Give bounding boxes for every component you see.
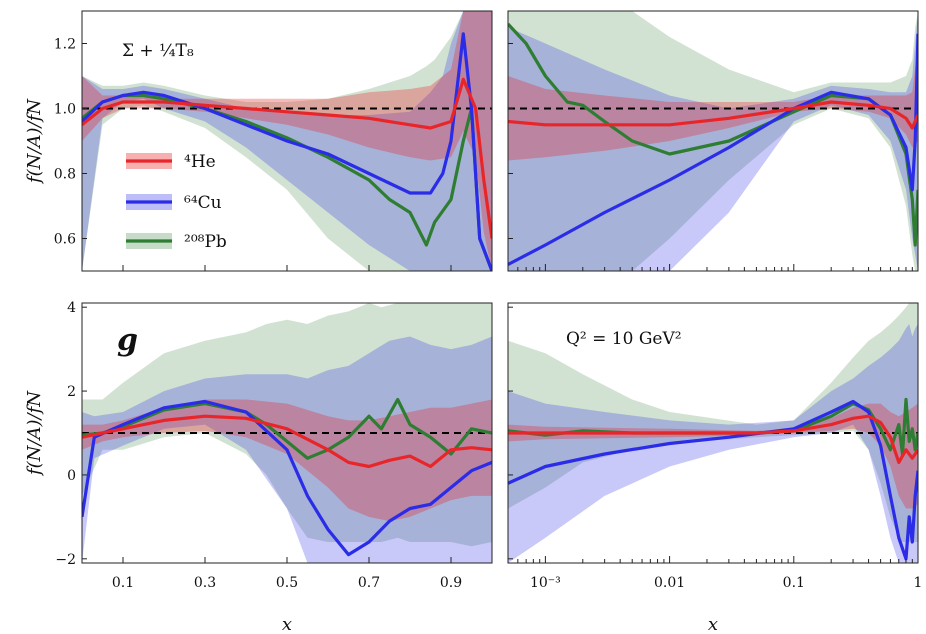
band-0 <box>508 403 918 509</box>
y-tick-label: 0.6 <box>54 232 76 248</box>
panel-label: Q² = 10 GeV² <box>566 329 682 349</box>
band-2 <box>508 11 918 271</box>
x-axis-label: x <box>282 614 292 634</box>
band-0 <box>82 11 492 271</box>
legend-label: ⁶⁴Cu <box>184 193 222 213</box>
panel-frame <box>507 302 919 564</box>
y-axis-label: f(N/A)/fN <box>24 98 45 185</box>
panel-top-right <box>507 10 919 272</box>
series-line-0 <box>82 77 492 239</box>
x-tick-label: 10⁻³ <box>530 575 561 591</box>
legend-label: ⁴He <box>184 152 216 172</box>
series-line-1 <box>82 399 492 557</box>
x-tick-label: 0.1 <box>783 575 805 591</box>
y-tick-label: 1.0 <box>54 102 76 118</box>
panel-bottom-right: 10⁻³ 0.01 0.1 1 x Q² = 10 GeV² <box>507 302 923 634</box>
legend-label: ²⁰⁸Pb <box>184 232 227 252</box>
y-tick-label: 0.8 <box>54 167 76 183</box>
y-tick-label: 4 <box>67 300 76 316</box>
band-2 <box>508 303 918 542</box>
x-tick-label: 0.1 <box>112 575 134 591</box>
panel-label: Σ + ¼T₈ <box>122 41 194 61</box>
y-tick-label: 1.2 <box>54 37 76 53</box>
y-tick-label: −2 <box>55 552 76 568</box>
series-line-0 <box>508 100 918 130</box>
x-axis-label: x <box>708 614 718 634</box>
x-tick-label: 0.3 <box>194 575 216 591</box>
x-tick-label: 0.01 <box>654 575 685 591</box>
band-2 <box>82 303 492 547</box>
x-tick-label: 0.5 <box>276 575 298 591</box>
x-tick-label: 0.9 <box>440 575 462 591</box>
series-line-0 <box>82 414 492 469</box>
series-line-1 <box>508 33 918 266</box>
panel-bottom-left: −2 0 2 4 0.1 0.3 0.5 0.7 0.9 x f(N/A)/fN g <box>24 300 493 634</box>
band-1 <box>508 324 918 563</box>
series-line-1 <box>508 399 918 561</box>
panel-top-left: 0.6 0.8 1.0 1.2 f(N/A)/fN Σ + ¼T₈ ⁴He ⁶⁴Cu ²⁰⁸Pb <box>24 10 493 272</box>
series-line-1 <box>82 32 492 271</box>
band-0 <box>82 399 492 522</box>
x-tick-label: 0.7 <box>358 575 380 591</box>
y-tick-label: 0 <box>67 468 76 484</box>
panel-frame <box>507 10 919 272</box>
band-0 <box>508 43 918 161</box>
y-axis-label: f(N/A)/fN <box>24 390 45 477</box>
legend: ⁴He ⁶⁴Cu ²⁰⁸Pb <box>126 152 227 252</box>
x-tick-label: 1 <box>914 575 923 591</box>
series-line-2 <box>82 93 492 271</box>
series-line-0 <box>508 414 918 464</box>
y-tick-label: 2 <box>67 384 76 400</box>
band-1 <box>508 11 918 271</box>
panel-label: g <box>117 323 138 358</box>
